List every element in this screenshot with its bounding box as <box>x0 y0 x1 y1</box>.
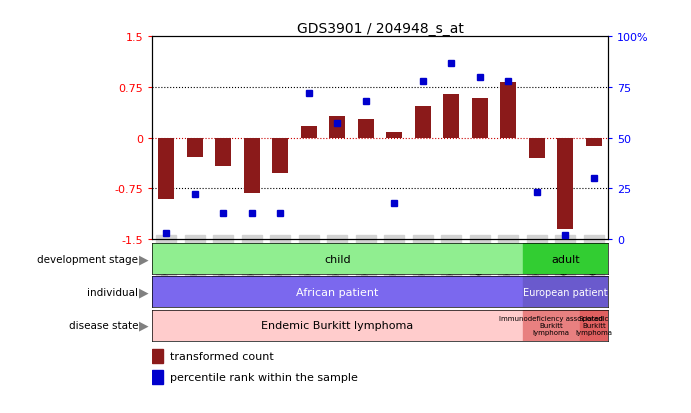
Text: Sporadic
Burkitt
lymphoma: Sporadic Burkitt lymphoma <box>576 315 612 335</box>
Bar <box>152 277 522 308</box>
Bar <box>330 117 345 138</box>
Bar <box>522 277 608 308</box>
Text: African patient: African patient <box>296 287 379 297</box>
Text: individual: individual <box>87 287 138 297</box>
Bar <box>152 244 522 275</box>
Bar <box>158 138 174 199</box>
Bar <box>522 244 608 275</box>
Bar <box>358 119 374 138</box>
Text: Endemic Burkitt lymphoma: Endemic Burkitt lymphoma <box>261 320 413 330</box>
Bar <box>522 310 580 341</box>
Title: GDS3901 / 204948_s_at: GDS3901 / 204948_s_at <box>296 22 464 36</box>
Bar <box>472 99 488 138</box>
Text: adult: adult <box>551 254 580 264</box>
Text: transformed count: transformed count <box>170 351 274 361</box>
Bar <box>500 83 516 138</box>
Bar <box>152 349 163 363</box>
Bar <box>386 133 402 138</box>
Text: ▶: ▶ <box>139 319 149 332</box>
Bar <box>301 126 316 138</box>
Bar <box>244 138 260 194</box>
Text: development stage: development stage <box>37 254 138 264</box>
Bar <box>415 107 430 138</box>
Text: disease state: disease state <box>68 320 138 330</box>
Bar <box>529 138 545 159</box>
Bar <box>152 370 163 384</box>
Text: European patient: European patient <box>523 287 607 297</box>
Bar <box>586 138 602 147</box>
Text: Immunodeficiency associated
Burkitt
lymphoma: Immunodeficiency associated Burkitt lymp… <box>499 315 603 335</box>
Bar <box>216 138 231 167</box>
Text: percentile rank within the sample: percentile rank within the sample <box>170 372 358 382</box>
Text: ▶: ▶ <box>139 253 149 266</box>
Bar <box>187 138 202 157</box>
Bar <box>580 310 608 341</box>
Text: child: child <box>324 254 350 264</box>
Bar <box>152 310 522 341</box>
Text: ▶: ▶ <box>139 286 149 299</box>
Bar <box>272 138 288 173</box>
Bar <box>444 95 459 138</box>
Bar <box>558 138 573 230</box>
